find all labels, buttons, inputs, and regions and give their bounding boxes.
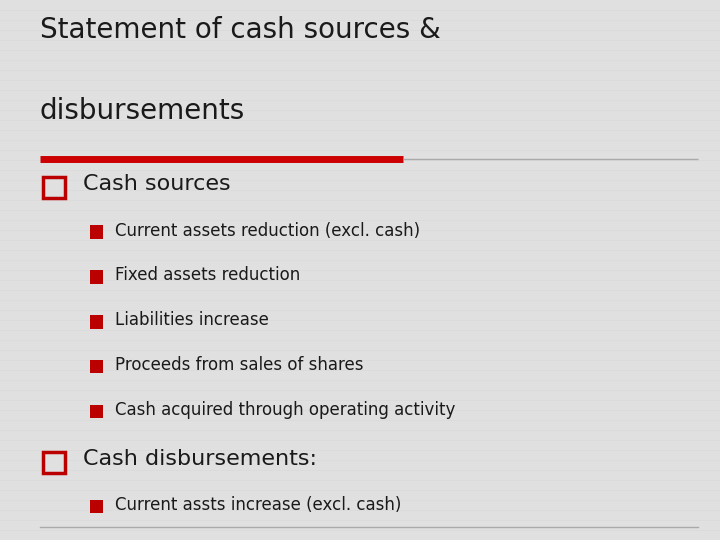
Bar: [90, 271, 103, 284]
Text: Current assets reduction (excl. cash): Current assets reduction (excl. cash): [115, 221, 420, 240]
Text: disbursements: disbursements: [40, 97, 245, 125]
Bar: [90, 405, 103, 418]
Text: Current assts increase (excl. cash): Current assts increase (excl. cash): [115, 496, 402, 514]
FancyBboxPatch shape: [43, 453, 65, 473]
Text: Statement of cash sources &: Statement of cash sources &: [40, 16, 441, 44]
FancyBboxPatch shape: [43, 177, 65, 198]
Text: Proceeds from sales of shares: Proceeds from sales of shares: [115, 356, 364, 374]
Bar: [90, 360, 103, 374]
Bar: [90, 315, 103, 328]
Bar: [90, 500, 103, 513]
Text: Cash disbursements:: Cash disbursements:: [83, 449, 317, 469]
Bar: [90, 226, 103, 239]
Text: Fixed assets reduction: Fixed assets reduction: [115, 266, 300, 285]
Text: Cash acquired through operating activity: Cash acquired through operating activity: [115, 401, 456, 419]
Text: Liabilities increase: Liabilities increase: [115, 311, 269, 329]
Text: Cash sources: Cash sources: [83, 173, 230, 194]
